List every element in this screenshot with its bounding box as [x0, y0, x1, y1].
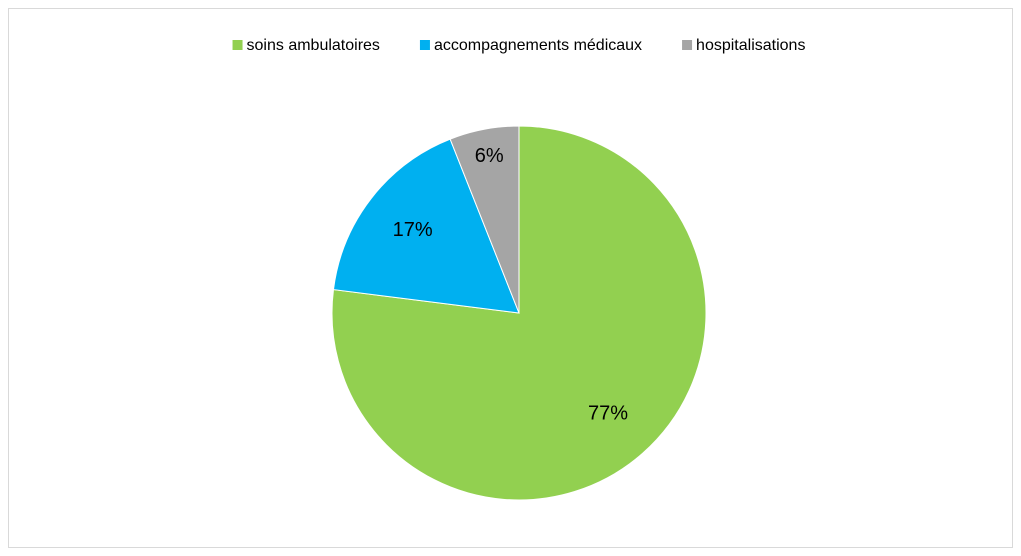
legend-swatch — [232, 40, 243, 50]
legend-label: accompagnements médicaux — [434, 37, 642, 54]
legend-swatch — [419, 40, 430, 50]
pie-slice — [332, 138, 520, 314]
legend-label: hospitalisations — [696, 37, 805, 54]
data-label: 17% — [393, 219, 433, 241]
data-label: 6% — [475, 145, 504, 167]
legend-swatch — [682, 40, 693, 50]
legend-label: soins ambulatoires — [247, 37, 380, 54]
pie-slice — [449, 125, 520, 314]
data-label: 77% — [588, 402, 628, 424]
